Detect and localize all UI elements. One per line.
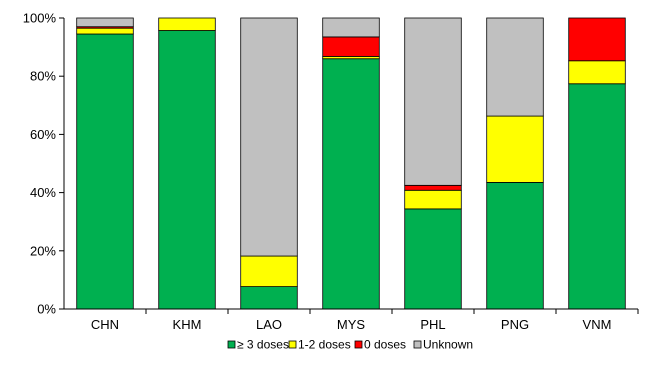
bar-segment	[76, 33, 134, 310]
bar-segment	[240, 286, 298, 310]
legend-label: 0 doses	[364, 338, 406, 352]
bar-segment	[404, 189, 462, 210]
legend-swatch	[288, 340, 297, 349]
bar-segment	[486, 115, 544, 183]
bar-segment	[158, 30, 216, 310]
bar-segment	[404, 184, 462, 191]
x-axis: CHN KHM LAO MYS PHL PNG VNM	[64, 308, 639, 332]
legend-label: Unknown	[423, 338, 473, 352]
bar-segment	[486, 17, 544, 117]
bar-segment	[76, 27, 134, 35]
y-tick-label: 20%	[30, 243, 56, 258]
bar-segment	[322, 36, 380, 57]
y-tick-label: 40%	[30, 185, 56, 200]
bar-segment	[76, 17, 134, 28]
legend-swatch	[227, 340, 236, 349]
legend: ≥ 3 doses 1-2 doses 0 doses Unknown	[227, 338, 473, 352]
bars	[76, 17, 626, 310]
bar-segment	[322, 58, 380, 310]
legend-swatch	[354, 340, 363, 349]
bar-segment	[568, 17, 626, 62]
x-tick-label: PHL	[420, 317, 445, 332]
bar-segment	[486, 182, 544, 310]
x-tick-label: VNM	[583, 317, 612, 332]
bar-segment	[568, 60, 626, 85]
x-tick-label: KHM	[173, 317, 202, 332]
x-tick-label: PNG	[501, 317, 529, 332]
bar-segment	[240, 255, 298, 287]
x-tick-label: LAO	[256, 317, 282, 332]
bar-segment	[568, 83, 626, 310]
bar-segment	[404, 208, 462, 310]
x-tick-label: MYS	[337, 317, 366, 332]
bar-segment	[158, 17, 216, 31]
bar-segment	[322, 17, 380, 38]
y-tick-label: 0%	[37, 302, 56, 317]
bar-segment	[240, 17, 298, 257]
y-tick-label: 80%	[30, 69, 56, 84]
bar-segment	[404, 17, 462, 186]
y-tick-label: 60%	[30, 127, 56, 142]
y-tick-label: 100%	[23, 11, 57, 26]
x-tick-label: CHN	[91, 317, 119, 332]
legend-label: 1-2 doses	[298, 338, 351, 352]
legend-swatch	[413, 340, 422, 349]
y-axis: 0% 20% 40% 60% 80% 100%	[23, 11, 65, 317]
legend-label: ≥ 3 doses	[237, 338, 289, 352]
